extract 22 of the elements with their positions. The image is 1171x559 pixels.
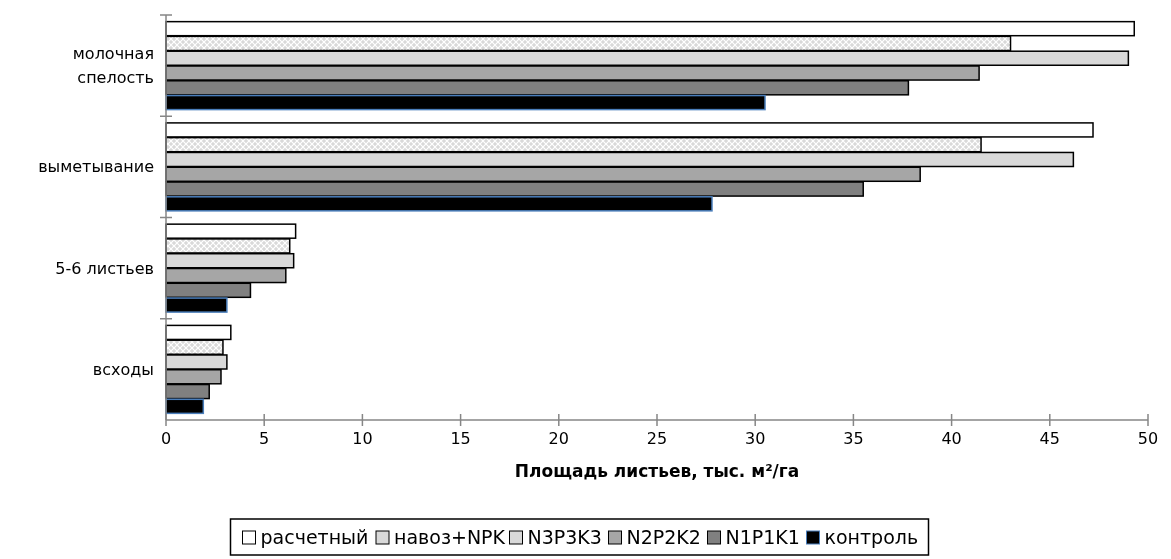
x-tick-label: 40: [941, 429, 962, 448]
x-tick-label: 0: [160, 429, 172, 448]
x-tick-label: 20: [548, 429, 569, 448]
y-tick-label: выметывание: [38, 157, 154, 177]
legend-label: N2P2K2: [626, 526, 701, 548]
x-axis-title: Площадь листьев, тыс. м²/га: [514, 461, 800, 481]
x-tick-label: 15: [450, 429, 471, 448]
legend-label: N3P3K3: [527, 526, 602, 548]
legend-label: контроль: [824, 526, 919, 548]
x-tick-label: 25: [646, 429, 668, 448]
x-tick-label: 30: [745, 429, 766, 448]
legend-label: навоз+NPK: [394, 526, 506, 548]
legend-label: расчетный: [260, 526, 369, 548]
x-tick-label: 45: [1039, 429, 1060, 448]
y-tick-label: 5-6 листьев: [55, 258, 154, 278]
legend-label: N1P1K1: [725, 526, 800, 548]
y-tick-label: молочная спелость: [72, 44, 154, 88]
x-tick-label: 50: [1137, 429, 1159, 448]
x-tick-label: 5: [259, 429, 270, 448]
x-tick-label: 10: [352, 429, 373, 448]
x-tick-label: 35: [843, 429, 864, 448]
y-tick-label: всходы: [92, 359, 154, 379]
